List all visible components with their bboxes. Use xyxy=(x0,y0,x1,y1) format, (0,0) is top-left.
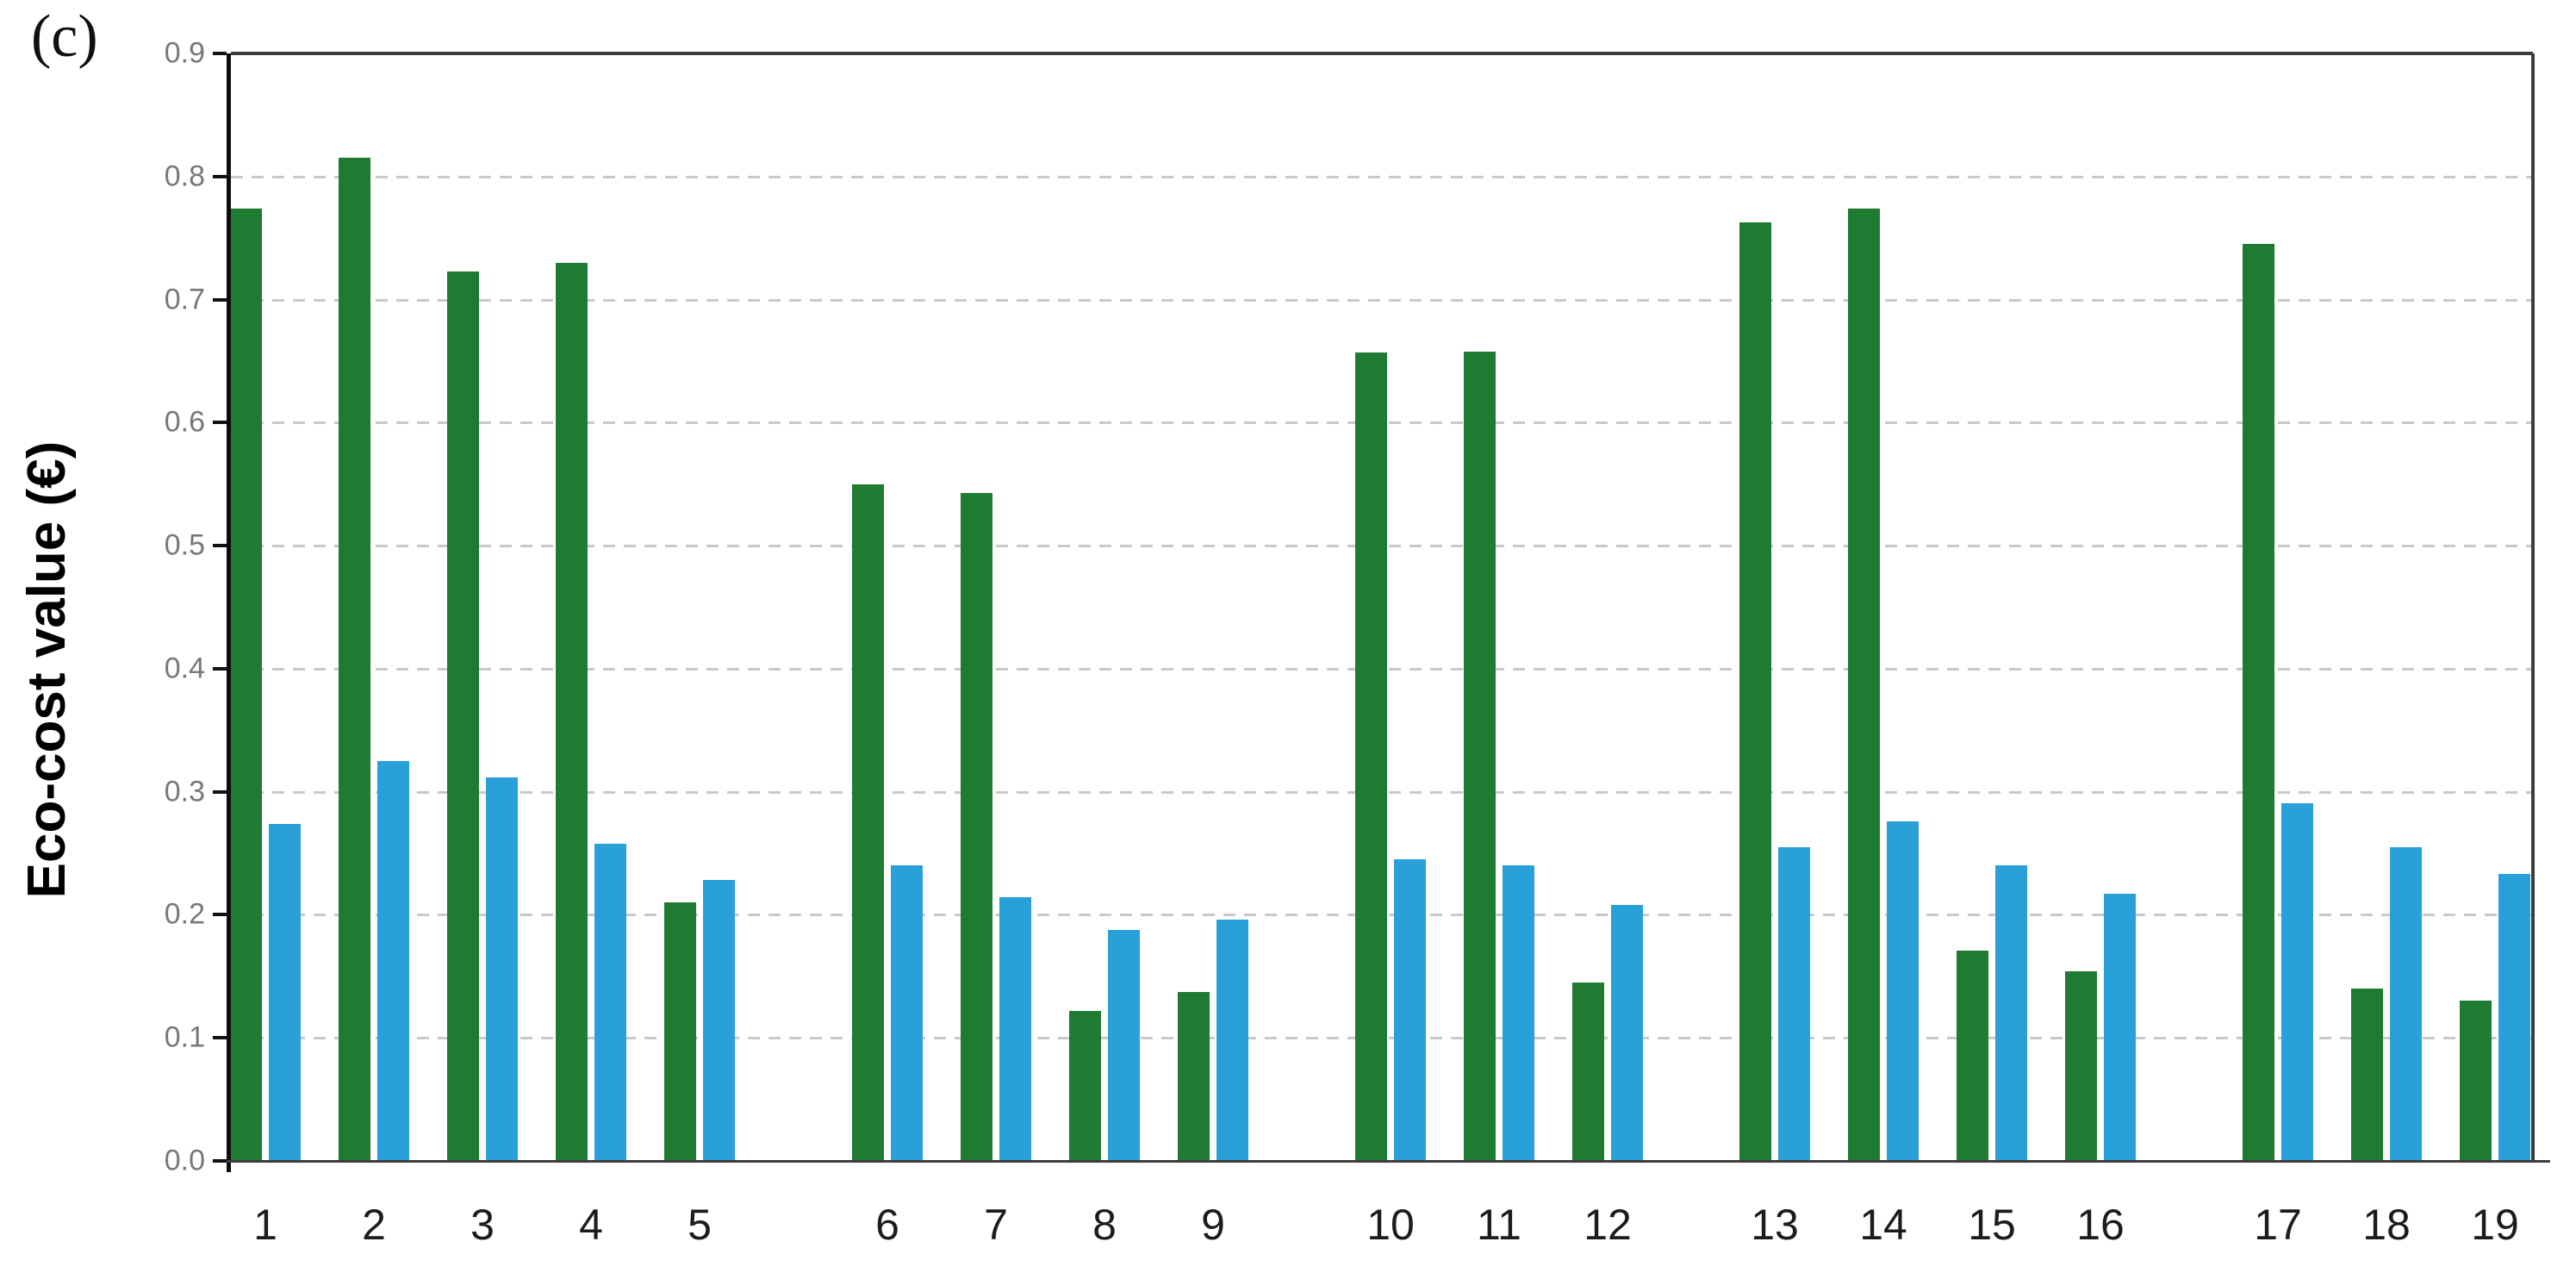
bar-blue-7 xyxy=(999,897,1031,1161)
bar-green-15 xyxy=(1957,950,1988,1161)
bar-blue-3 xyxy=(486,777,518,1161)
x-category-label-3: 3 xyxy=(470,1201,495,1249)
x-axis-line xyxy=(215,1160,2550,1163)
bar-blue-19 xyxy=(2498,874,2530,1161)
y-tick-mark xyxy=(213,913,227,917)
x-category-label-13: 13 xyxy=(1751,1201,1799,1249)
x-category-label-9: 9 xyxy=(1201,1201,1225,1249)
plot-area xyxy=(215,52,2550,1172)
y-tick-mark xyxy=(213,421,227,425)
bar-blue-5 xyxy=(703,880,735,1161)
y-tick-mark xyxy=(213,297,227,302)
y-tick-mark xyxy=(213,1036,227,1040)
panel-label: (c) xyxy=(31,3,98,70)
bar-green-6 xyxy=(852,484,884,1161)
plot-border-top xyxy=(231,52,2533,55)
y-tick-label: 0.1 xyxy=(164,1020,205,1054)
bar-blue-15 xyxy=(1995,865,2027,1161)
bar-green-12 xyxy=(1572,982,1604,1161)
bar-blue-18 xyxy=(2390,846,2422,1161)
y-tick-label: 0.5 xyxy=(164,528,205,562)
bar-blue-2 xyxy=(377,760,409,1161)
bar-blue-14 xyxy=(1887,820,1919,1161)
y-tick-mark xyxy=(213,52,227,55)
x-category-label-6: 6 xyxy=(875,1201,899,1249)
bar-green-11 xyxy=(1464,351,1496,1161)
y-tick-label: 0.7 xyxy=(164,283,205,316)
bar-green-10 xyxy=(1355,352,1387,1161)
y-tick-label: 0.2 xyxy=(164,897,205,931)
bar-green-14 xyxy=(1848,208,1880,1161)
gridline xyxy=(231,175,2533,178)
bar-green-2 xyxy=(339,158,370,1161)
x-category-label-10: 10 xyxy=(1366,1201,1415,1249)
bar-blue-12 xyxy=(1611,905,1643,1161)
x-category-label-18: 18 xyxy=(2362,1201,2411,1249)
bar-green-7 xyxy=(961,492,992,1161)
y-tick-mark xyxy=(213,544,227,548)
bar-green-16 xyxy=(2065,971,2097,1161)
x-category-label-17: 17 xyxy=(2254,1201,2302,1249)
x-category-label-5: 5 xyxy=(688,1201,712,1249)
y-tick-label: 0.0 xyxy=(164,1144,205,1177)
bar-blue-1 xyxy=(269,823,301,1161)
bar-green-17 xyxy=(2243,244,2274,1161)
plot-border-right xyxy=(2531,53,2535,1161)
bar-green-4 xyxy=(556,262,588,1161)
gridline xyxy=(231,298,2533,302)
x-category-label-2: 2 xyxy=(362,1201,386,1249)
y-tick-mark xyxy=(213,174,227,178)
bar-green-13 xyxy=(1739,221,1771,1161)
bar-blue-17 xyxy=(2281,802,2313,1161)
bar-green-18 xyxy=(2351,989,2383,1161)
bar-blue-11 xyxy=(1503,865,1534,1161)
y-tick-mark xyxy=(213,666,227,671)
x-category-label-19: 19 xyxy=(2471,1201,2519,1249)
bar-green-9 xyxy=(1178,992,1210,1161)
x-category-label-11: 11 xyxy=(1477,1201,1521,1249)
bar-green-1 xyxy=(230,208,262,1161)
y-axis-line xyxy=(227,53,231,1172)
x-category-label-7: 7 xyxy=(984,1201,1008,1249)
bar-green-8 xyxy=(1069,1010,1101,1161)
x-category-label-16: 16 xyxy=(2076,1201,2125,1249)
bar-blue-16 xyxy=(2104,894,2136,1161)
y-tick-label: 0.9 xyxy=(164,36,205,70)
bar-green-5 xyxy=(664,902,696,1161)
bar-green-3 xyxy=(447,271,479,1161)
x-category-label-12: 12 xyxy=(1584,1201,1632,1249)
x-category-label-1: 1 xyxy=(253,1201,277,1249)
bar-blue-4 xyxy=(594,843,626,1161)
y-tick-mark xyxy=(213,1159,227,1163)
y-axis-title: Eco-cost value (€) xyxy=(17,440,77,899)
bar-blue-13 xyxy=(1778,846,1810,1161)
y-tick-mark xyxy=(213,789,227,794)
bar-blue-8 xyxy=(1108,929,1140,1161)
x-category-label-14: 14 xyxy=(1859,1201,1907,1249)
y-tick-label: 0.6 xyxy=(164,405,205,439)
y-tick-label: 0.3 xyxy=(164,775,205,808)
bar-green-19 xyxy=(2460,1001,2492,1161)
x-category-label-8: 8 xyxy=(1092,1201,1117,1249)
y-tick-label: 0.8 xyxy=(164,159,205,193)
bar-blue-9 xyxy=(1216,920,1248,1161)
bar-blue-6 xyxy=(891,865,923,1161)
bar-blue-10 xyxy=(1394,859,1426,1161)
x-category-label-15: 15 xyxy=(1968,1201,2016,1249)
x-category-label-4: 4 xyxy=(579,1201,603,1249)
y-tick-label: 0.4 xyxy=(164,652,205,685)
